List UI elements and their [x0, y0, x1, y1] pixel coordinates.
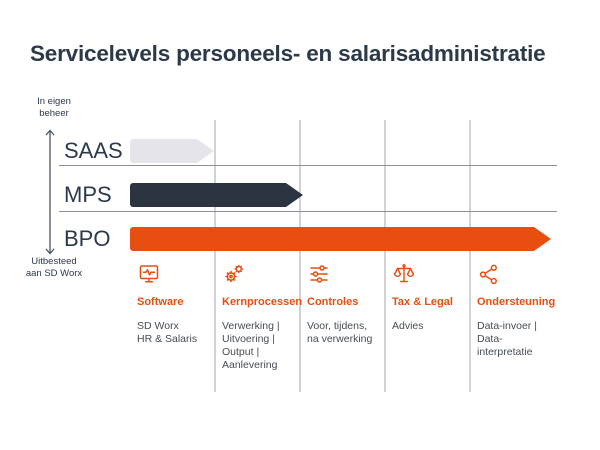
category-kernprocessen: Kernprocessen Verwerking | Uitvoering | …	[222, 262, 302, 372]
share-network-icon	[477, 262, 501, 286]
gears-icon	[222, 262, 246, 286]
category-software: Software SD Worx HR & Salaris	[137, 262, 217, 346]
monitor-pulse-icon	[137, 262, 161, 286]
axis-top-label: In eigen beheer	[37, 96, 71, 119]
axis-bottom-label: Uitbesteed aan SD Worx	[25, 256, 83, 279]
category-controles: Controles Voor, tijdens, na verwerking	[307, 262, 387, 346]
column-divider-1	[214, 120, 216, 392]
column-divider-4	[469, 120, 471, 392]
category-description: Data-invoer | Data-interpretatie	[477, 320, 537, 358]
arrow-mps	[130, 183, 303, 207]
category-label: Tax & Legal	[392, 296, 453, 308]
row-divider-2	[59, 211, 557, 212]
category-label: Ondersteuning	[477, 296, 556, 308]
sliders-icon	[307, 262, 331, 286]
row-label-saas: SAAS	[64, 138, 123, 163]
category-tax-legal: Tax & Legal Advies	[392, 262, 472, 333]
page-title: Servicelevels personeels- en salarisadmi…	[30, 41, 546, 66]
category-label: Software	[137, 296, 184, 308]
category-description: Advies	[392, 320, 424, 332]
row-label-bpo: BPO	[64, 226, 111, 251]
row-divider-1	[59, 165, 557, 166]
arrow-saas	[130, 139, 214, 163]
column-divider-3	[384, 120, 386, 392]
category-description: Verwerking | Uitvoering | Output | Aanle…	[222, 320, 280, 371]
category-label: Controles	[307, 296, 359, 308]
category-description: Voor, tijdens, na verwerking	[307, 320, 373, 345]
column-divider-2	[299, 120, 301, 392]
arrow-bpo	[130, 227, 551, 251]
scales-icon	[392, 262, 416, 286]
vertical-axis-arrow-icon	[45, 129, 55, 255]
category-description: SD Worx HR & Salaris	[137, 320, 198, 345]
category-label: Kernprocessen	[222, 296, 303, 308]
row-label-mps: MPS	[64, 182, 112, 207]
category-ondersteuning: Ondersteuning Data-invoer | Data-interpr…	[477, 262, 557, 359]
